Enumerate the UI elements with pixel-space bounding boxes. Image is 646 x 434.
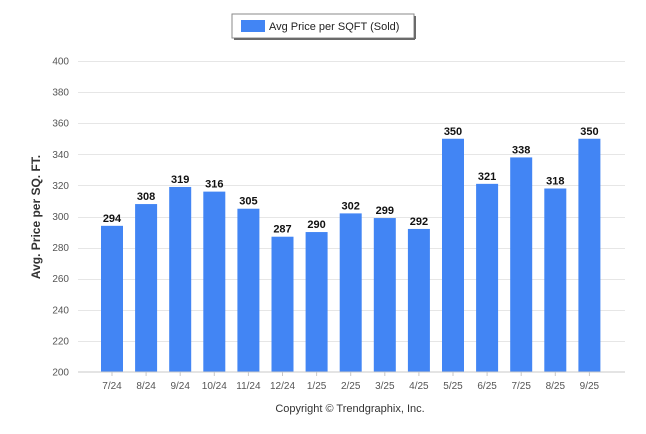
x-tick-label: 1/25 xyxy=(307,381,327,392)
y-tick-label: 220 xyxy=(52,336,69,347)
bar-value-label: 350 xyxy=(444,126,462,138)
x-tick-label: 7/24 xyxy=(102,381,122,392)
y-tick-label: 340 xyxy=(52,150,69,161)
x-tick-label: 10/24 xyxy=(202,381,227,392)
bar-value-label: 321 xyxy=(478,171,496,183)
bar-value-label: 292 xyxy=(410,216,428,228)
x-tick-label: 9/25 xyxy=(580,381,600,392)
y-tick-label: 240 xyxy=(52,305,69,316)
bar-value-label: 294 xyxy=(103,213,122,225)
y-tick-label: 300 xyxy=(52,212,69,223)
bar xyxy=(510,157,533,372)
copyright-text: Copyright © Trendgraphix, Inc. xyxy=(275,403,424,415)
x-tick-label: 12/24 xyxy=(270,381,295,392)
x-tick-label: 5/25 xyxy=(443,381,463,392)
y-tick-label: 380 xyxy=(52,88,69,99)
y-axis-title: Avg. Price per SQ. FT. xyxy=(29,155,43,279)
y-tick-label: 260 xyxy=(52,274,69,285)
bar xyxy=(544,188,567,372)
bar-value-label: 319 xyxy=(171,174,189,186)
bars xyxy=(101,138,601,372)
y-axis-ticks: 200 220 240 260 280 300 320 340 360 380 400 xyxy=(52,57,69,379)
y-tick-label: 320 xyxy=(52,181,69,192)
bar-value-label: 302 xyxy=(342,200,360,212)
x-tick-label: 3/25 xyxy=(375,381,395,392)
bar xyxy=(135,204,158,372)
bar xyxy=(578,138,601,372)
legend-label: Avg Price per SQFT (Sold) xyxy=(269,21,399,33)
bar xyxy=(407,228,430,372)
bar xyxy=(373,218,396,372)
y-tick-label: 400 xyxy=(52,57,69,68)
bar xyxy=(442,138,464,372)
y-tick-label: 280 xyxy=(52,243,69,254)
x-tick-label: 11/24 xyxy=(236,381,261,392)
bar-value-label: 308 xyxy=(137,191,155,203)
bar xyxy=(271,236,294,372)
bar-value-label: 316 xyxy=(205,179,223,191)
x-tick-label: 2/25 xyxy=(341,381,361,392)
x-tick-label: 4/25 xyxy=(409,381,429,392)
y-tick-label: 200 xyxy=(52,368,69,379)
bar xyxy=(237,208,260,372)
x-tick-label: 8/25 xyxy=(546,381,566,392)
bar xyxy=(101,225,123,372)
bar xyxy=(203,191,226,372)
bar xyxy=(339,213,362,372)
x-tick-label: 8/24 xyxy=(136,381,156,392)
legend: Avg Price per SQFT (Sold) xyxy=(231,13,416,40)
x-axis-ticks: 7/24 8/24 9/24 10/24 11/24 12/24 1/25 2/25 3/25 4… xyxy=(102,372,600,392)
bar-value-label: 318 xyxy=(546,176,564,188)
bar-value-label: 299 xyxy=(376,205,394,217)
x-tick-label: 9/24 xyxy=(170,381,190,392)
x-tick-label: 7/25 xyxy=(511,381,531,392)
bar-value-label: 290 xyxy=(307,219,325,231)
bar xyxy=(476,183,499,372)
legend-swatch xyxy=(241,20,265,32)
bar xyxy=(169,186,192,372)
bar xyxy=(305,232,328,372)
bar-value-label: 338 xyxy=(512,144,530,156)
bar-value-labels: 294 308 319 316 305 287 290 302 299 292 350 321 338 3… xyxy=(103,126,599,236)
bar-value-label: 350 xyxy=(580,126,598,138)
bar-value-label: 287 xyxy=(273,224,291,236)
y-tick-label: 360 xyxy=(52,119,69,130)
bar-value-label: 305 xyxy=(239,196,257,208)
x-tick-label: 6/25 xyxy=(477,381,497,392)
